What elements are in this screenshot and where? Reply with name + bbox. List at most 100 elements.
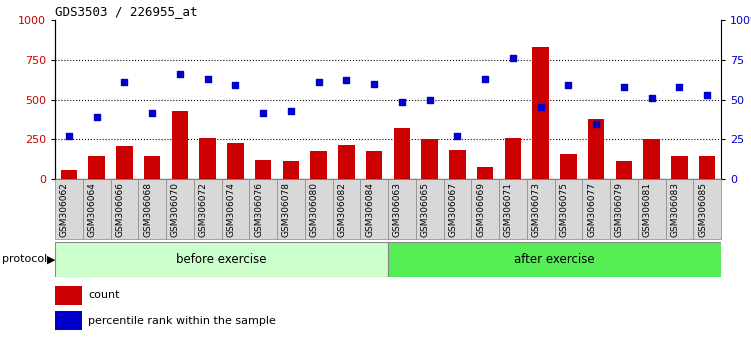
Bar <box>89 156 105 179</box>
Bar <box>310 151 327 179</box>
Bar <box>554 179 582 239</box>
Point <box>257 110 269 116</box>
Bar <box>255 160 271 179</box>
Bar <box>388 242 721 277</box>
Text: GSM306084: GSM306084 <box>365 182 374 237</box>
Text: GDS3503 / 226955_at: GDS3503 / 226955_at <box>55 5 198 18</box>
Bar <box>360 179 388 239</box>
Bar <box>55 285 82 304</box>
Text: GSM306079: GSM306079 <box>615 182 624 237</box>
Text: GSM306068: GSM306068 <box>143 182 152 237</box>
Text: GSM306080: GSM306080 <box>309 182 318 237</box>
Bar <box>588 119 605 179</box>
Point <box>174 71 186 77</box>
Point <box>312 79 324 85</box>
Text: GSM306075: GSM306075 <box>559 182 569 237</box>
Bar <box>449 150 466 179</box>
Bar <box>194 179 222 239</box>
Bar <box>338 145 354 179</box>
Text: GSM306070: GSM306070 <box>171 182 180 237</box>
Bar <box>477 167 493 179</box>
Point <box>646 95 658 101</box>
Text: GSM306065: GSM306065 <box>421 182 430 237</box>
Bar <box>610 179 638 239</box>
Point <box>590 121 602 127</box>
Point <box>396 99 408 105</box>
Text: GSM306085: GSM306085 <box>698 182 707 237</box>
Bar <box>249 179 277 239</box>
Point <box>229 82 241 88</box>
Bar <box>55 179 83 239</box>
Point <box>674 84 686 90</box>
Text: GSM306071: GSM306071 <box>504 182 513 237</box>
Point <box>285 109 297 114</box>
Text: GSM306082: GSM306082 <box>337 182 346 237</box>
Text: GSM306072: GSM306072 <box>198 182 207 237</box>
Bar <box>55 310 82 330</box>
Point <box>63 133 75 139</box>
Bar <box>644 139 660 179</box>
Text: GSM306063: GSM306063 <box>393 182 402 237</box>
Text: GSM306062: GSM306062 <box>60 182 69 237</box>
Bar <box>616 161 632 179</box>
Bar <box>61 170 77 179</box>
Text: GSM306078: GSM306078 <box>282 182 291 237</box>
Bar <box>305 179 333 239</box>
Bar <box>560 154 577 179</box>
Text: GSM306066: GSM306066 <box>116 182 125 237</box>
Point <box>424 97 436 102</box>
Text: before exercise: before exercise <box>176 253 267 266</box>
Bar <box>388 179 416 239</box>
Bar <box>421 139 438 179</box>
Bar <box>638 179 665 239</box>
Bar <box>582 179 610 239</box>
Bar <box>166 179 194 239</box>
Point <box>507 55 519 61</box>
Bar <box>499 179 526 239</box>
Point <box>368 81 380 86</box>
Text: GSM306067: GSM306067 <box>448 182 457 237</box>
Point <box>618 84 630 90</box>
Bar <box>143 156 161 179</box>
Point <box>479 76 491 82</box>
Point <box>119 79 131 85</box>
Bar <box>333 179 360 239</box>
Bar <box>110 179 138 239</box>
Bar <box>671 156 688 179</box>
Bar <box>526 179 554 239</box>
Point <box>91 114 103 120</box>
Text: GSM306074: GSM306074 <box>226 182 235 237</box>
Bar <box>282 161 299 179</box>
Bar <box>277 179 305 239</box>
Text: GSM306077: GSM306077 <box>587 182 596 237</box>
Text: GSM306081: GSM306081 <box>643 182 652 237</box>
Text: GSM306083: GSM306083 <box>671 182 680 237</box>
Text: GSM306069: GSM306069 <box>476 182 485 237</box>
Text: GSM306073: GSM306073 <box>532 182 541 237</box>
Text: after exercise: after exercise <box>514 253 595 266</box>
Bar <box>55 242 388 277</box>
Bar <box>394 128 410 179</box>
Point <box>701 92 713 98</box>
Bar <box>227 143 244 179</box>
Point <box>451 133 463 139</box>
Text: count: count <box>89 291 120 301</box>
Text: ▶: ▶ <box>47 255 55 264</box>
Bar <box>222 179 249 239</box>
Bar <box>366 151 382 179</box>
Bar <box>532 47 549 179</box>
Bar <box>83 179 110 239</box>
Bar <box>116 145 133 179</box>
Text: GSM306064: GSM306064 <box>88 182 97 237</box>
Bar <box>171 111 189 179</box>
Bar <box>444 179 471 239</box>
Bar <box>665 179 693 239</box>
Point <box>562 82 575 88</box>
Point <box>146 110 158 116</box>
Point <box>340 78 352 83</box>
Bar <box>693 179 721 239</box>
Bar <box>698 156 716 179</box>
Text: percentile rank within the sample: percentile rank within the sample <box>89 315 276 325</box>
Text: protocol: protocol <box>2 255 47 264</box>
Bar <box>505 138 521 179</box>
